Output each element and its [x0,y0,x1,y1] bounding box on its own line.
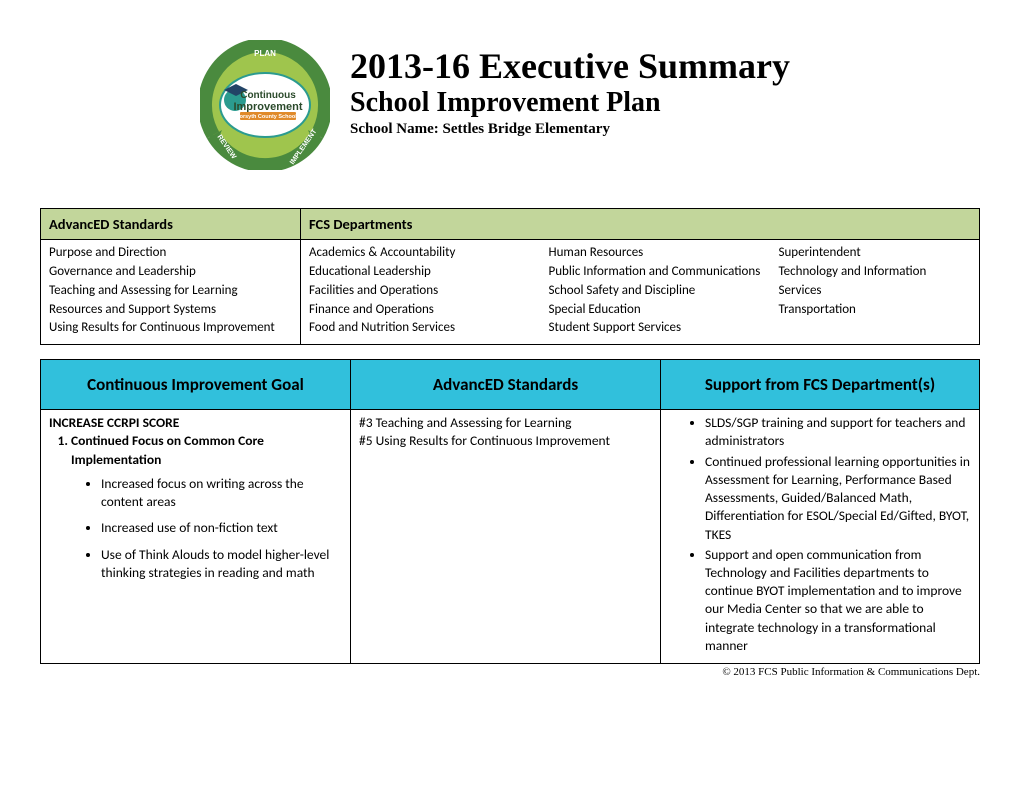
dept-item: Human Resources [549,244,763,263]
standards-line: #3 Teaching and Assessing for Learning [359,414,652,432]
svg-text:Forsyth County Schools: Forsyth County Schools [236,114,300,120]
dept-item: Educational Leadership [309,263,533,282]
support-bullets: SLDS/SGP training and support for teache… [669,414,971,655]
fcs-departments-header: FCS Departments [301,209,980,240]
std-item: Purpose and Direction [49,244,292,263]
dept-item: Public Information and Communications [549,263,763,282]
goal-cell: INCREASE CCRPI SCORE Continued Focus on … [41,410,351,664]
support-col-header: Support from FCS Department(s) [661,360,980,410]
goal-bullet: Use of Think Alouds to model higher-leve… [101,546,342,582]
standards-cell: #3 Teaching and Assessing for Learning #… [351,410,661,664]
goals-body-row: INCREASE CCRPI SCORE Continued Focus on … [41,410,980,664]
logo: Continuous Improvement Forsyth County Sc… [200,40,330,170]
dept-item: Special Education [549,301,763,320]
goal-ordered-list: Continued Focus on Common Core Implement… [71,432,342,468]
dept-item: Superintendent [779,244,972,263]
dept-item: Student Support Services [549,319,763,338]
std-item: Governance and Leadership [49,263,292,282]
support-bullet: Support and open communication from Tech… [705,546,971,655]
standards-col-header: AdvancED Standards [351,360,661,410]
dept-item: Academics & Accountability [309,244,533,263]
goal-title: INCREASE CCRPI SCORE [49,414,179,431]
title-block: 2013-16 Executive Summary School Improve… [350,40,790,138]
support-bullet: Continued professional learning opportun… [705,453,971,544]
dept-item: Transportation [779,301,972,320]
document-header: Continuous Improvement Forsyth County Sc… [200,40,980,170]
continuous-improvement-logo-icon: Continuous Improvement Forsyth County Sc… [200,40,330,170]
school-name: School Name: Settles Bridge Elementary [350,121,790,138]
dept-item: Finance and Operations [309,301,533,320]
dept-item: School Safety and Discipline [549,282,763,301]
standards-header-row: AdvancED Standards FCS Departments [41,209,980,240]
goal-bullet: Increased focus on writing across the co… [101,475,342,511]
dept-item: Food and Nutrition Services [309,319,533,338]
dept-item: Facilities and Operations [309,282,533,301]
goals-table: Continuous Improvement Goal AdvancED Sta… [40,359,980,664]
goal-header: Continuous Improvement Goal [41,360,351,410]
standards-line: #5 Using Results for Continuous Improvem… [359,432,652,450]
main-title: 2013-16 Executive Summary [350,48,790,86]
support-bullet: SLDS/SGP training and support for teache… [705,414,971,450]
goals-header-row: Continuous Improvement Goal AdvancED Sta… [41,360,980,410]
dept-col-c: Superintendent Technology and Informatio… [771,240,980,345]
svg-text:Continuous: Continuous [240,90,296,101]
page: Continuous Improvement Forsyth County Sc… [0,0,1020,688]
std-item: Teaching and Assessing for Learning [49,282,292,301]
advanced-standards-header: AdvancED Standards [41,209,301,240]
goal-numbered-item: Continued Focus on Common Core Implement… [71,432,342,468]
svg-text:PLAN: PLAN [254,49,276,58]
std-item: Resources and Support Systems [49,301,292,320]
standards-body-row: Purpose and Direction Governance and Lea… [41,240,980,345]
std-item: Using Results for Continuous Improvement [49,319,292,338]
footer-copyright: © 2013 FCS Public Information & Communic… [40,666,980,678]
standards-departments-table: AdvancED Standards FCS Departments Purpo… [40,208,980,345]
advanced-standards-cell: Purpose and Direction Governance and Lea… [41,240,301,345]
subtitle: School Improvement Plan [350,88,790,119]
svg-text:Improvement: Improvement [233,101,302,113]
goal-sub-bullets: Increased focus on writing across the co… [49,475,342,582]
dept-item: Technology and Information Services [779,263,972,301]
dept-col-b: Human Resources Public Information and C… [541,240,771,345]
support-cell: SLDS/SGP training and support for teache… [661,410,980,664]
goal-bullet: Increased use of non-fiction text [101,519,342,537]
dept-col-a: Academics & Accountability Educational L… [301,240,541,345]
